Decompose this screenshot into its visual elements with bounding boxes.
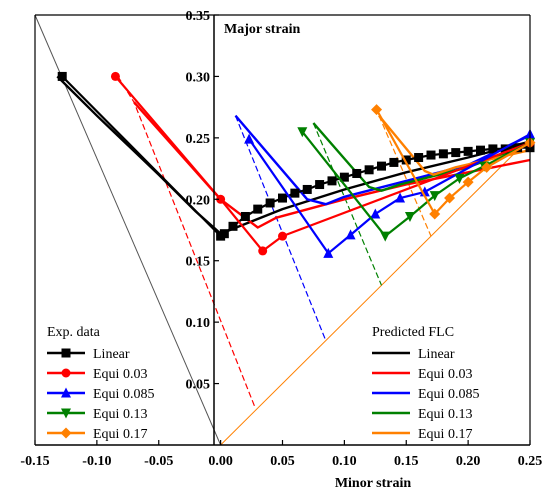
y-axis-title: Major strain <box>224 22 301 37</box>
exp-line-equi-0-17 <box>375 109 531 216</box>
legend-marker-linear <box>61 348 71 358</box>
y-tick-label: 0.10 <box>186 316 211 331</box>
legend-marker-equi-0-13 <box>61 408 71 419</box>
x-tick-label: 0.25 <box>518 454 543 469</box>
legend-marker-equi-0-03 <box>61 368 71 378</box>
exp-point-linear-21 <box>451 148 461 158</box>
exp-point-equi-0-17-3 <box>462 176 474 188</box>
exp-point-equi-0-03-1 <box>216 194 226 204</box>
y-tick-label: 0.05 <box>186 378 211 393</box>
exp-point-equi-0-085-1 <box>323 247 334 258</box>
legend-marker-equi-0-085 <box>61 387 71 398</box>
exp-point-equi-0-03-3 <box>278 231 287 241</box>
exp-point-equi-0-13-4 <box>454 173 465 184</box>
y-tick-label: 0.25 <box>186 132 211 147</box>
exp-point-linear-10 <box>315 180 325 190</box>
exp-point-equi-0-13-1 <box>380 231 391 242</box>
legend-label-equi-0-085: Equi 0.085 <box>93 387 154 402</box>
experimental-curves <box>57 71 536 258</box>
exp-point-linear-17 <box>401 155 411 165</box>
legend-exp-title: Exp. data <box>47 325 101 340</box>
exp-point-equi-0-03-0 <box>110 71 120 81</box>
exp-point-linear-20 <box>438 149 448 159</box>
exp-point-equi-0-13-3 <box>429 191 440 202</box>
legend-marker-equi-0-17 <box>60 427 72 439</box>
exp-point-linear-6 <box>265 198 275 208</box>
legend-label-equi-0-17: Equi 0.17 <box>93 427 147 442</box>
exp-point-linear-22 <box>463 146 473 156</box>
legend-label-linear: Linear <box>93 347 130 362</box>
strain-path-equi-0-085 <box>234 115 327 341</box>
strain-path-equi-0-13 <box>312 122 383 286</box>
reference-lines <box>34 14 531 446</box>
exp-point-linear-3 <box>228 221 238 231</box>
x-tick-label: 0.20 <box>456 454 481 469</box>
y-tick-label: 0.15 <box>186 255 211 270</box>
exp-point-equi-0-17-1 <box>429 208 441 220</box>
exp-point-linear-15 <box>377 161 386 171</box>
x-axis-title: Minor strain <box>335 476 412 491</box>
tick-labels: -0.15 -0.10 -0.05 0.00 0.05 0.10 0.15 0.20 0.25 0… <box>20 9 542 469</box>
y-tick-label: 0.20 <box>186 193 211 208</box>
x-tick-label: -0.10 <box>82 454 111 469</box>
legend-label-equi-0-13: Equi 0.13 <box>418 407 472 422</box>
exp-point-linear-11 <box>327 176 337 186</box>
legend-label-equi-0-03: Equi 0.03 <box>93 367 147 382</box>
exp-point-linear-23 <box>476 145 485 155</box>
y-tick-label: 0.35 <box>186 9 211 24</box>
exp-point-linear-14 <box>364 165 374 175</box>
legend-label-equi-0-085: Equi 0.085 <box>418 387 479 402</box>
pred-line-linear <box>56 75 531 235</box>
exp-point-equi-0-13-0 <box>297 127 308 138</box>
exp-point-linear-13 <box>352 168 362 178</box>
exp-point-linear-8 <box>290 188 300 198</box>
exp-point-linear-12 <box>339 172 349 182</box>
legend-predicted: Predicted FLC Linear Equi 0.03 Equi 0.085 E… <box>372 325 479 442</box>
y-tick-label: 0.30 <box>186 70 211 85</box>
x-tick-label: -0.05 <box>144 454 173 469</box>
exp-point-linear-0 <box>57 71 67 81</box>
exp-point-linear-9 <box>302 184 312 194</box>
exp-point-linear-19 <box>426 150 436 160</box>
legend-label-equi-0-03: Equi 0.03 <box>418 367 472 382</box>
x-tick-label: 0.10 <box>332 454 357 469</box>
strain-path-equi-0-17 <box>378 115 432 237</box>
uniaxial-reference-line <box>34 14 222 446</box>
exp-point-equi-0-03-2 <box>258 246 268 256</box>
exp-point-equi-0-17-4 <box>481 161 493 173</box>
exp-point-equi-0-13-2 <box>404 211 415 222</box>
exp-point-equi-0-085-4 <box>395 192 406 203</box>
legend-experimental: Exp. data Linear Equi 0.03 Equi 0.085 Equi … <box>47 325 154 442</box>
exp-point-equi-0-17-2 <box>444 192 456 204</box>
exp-point-linear-7 <box>278 193 287 203</box>
exp-point-linear-16 <box>389 157 399 167</box>
exp-point-equi-0-085-2 <box>345 229 356 240</box>
exp-point-linear-5 <box>253 204 263 214</box>
exp-point-equi-0-085-3 <box>370 208 381 219</box>
legend-label-equi-0-17: Equi 0.17 <box>418 427 472 442</box>
exp-point-linear-24 <box>488 144 498 154</box>
x-tick-label: 0.05 <box>270 454 295 469</box>
legend-label-equi-0-13: Equi 0.13 <box>93 407 147 422</box>
exp-line-linear <box>61 75 530 238</box>
exp-point-linear-18 <box>414 153 424 163</box>
legend-label-linear: Linear <box>418 347 455 362</box>
exp-point-linear-4 <box>240 211 250 221</box>
equibiaxial-reference-line <box>220 137 531 446</box>
x-tick-label: 0.15 <box>394 454 419 469</box>
x-tick-label: 0.00 <box>208 454 233 469</box>
exp-point-equi-0-085-0 <box>244 133 255 144</box>
legend-pred-title: Predicted FLC <box>372 325 454 340</box>
exp-point-linear-2 <box>219 229 229 239</box>
x-tick-label: -0.15 <box>20 454 49 469</box>
exp-point-equi-0-17-0 <box>371 104 383 116</box>
